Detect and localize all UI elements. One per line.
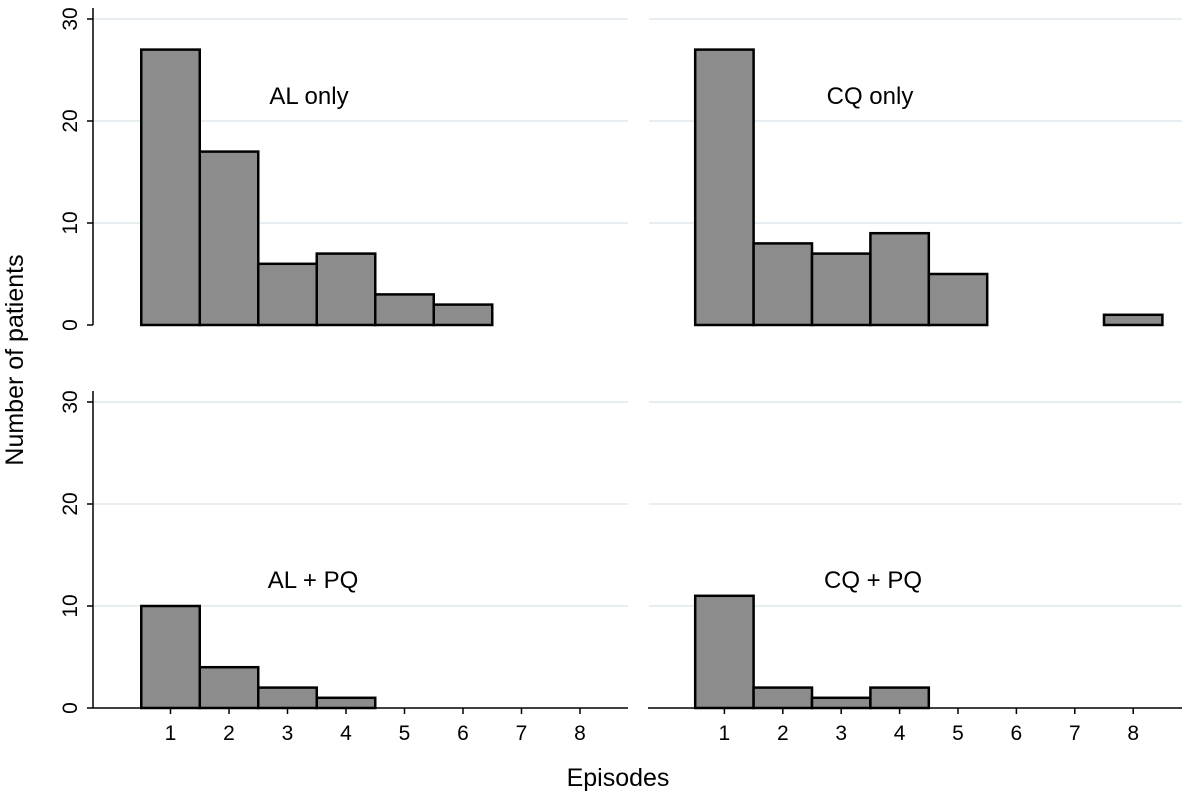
bar-al-only-6: [432, 303, 494, 327]
x-tick-label-5: 5: [399, 722, 411, 745]
bar-al-only-5: [374, 293, 435, 327]
x-tick-label-8: 8: [574, 722, 586, 745]
x-tick-label-2: 2: [777, 722, 789, 745]
bar-cq-only-1: [693, 48, 755, 327]
x-tick-label-3: 3: [835, 722, 847, 745]
x-tick-label-7: 7: [516, 722, 528, 745]
y-tick-label-30: 30: [59, 390, 82, 413]
x-tick-label-5: 5: [952, 722, 964, 745]
panel-al-pq: 0 10 20 30 1 2 3 4 5 6 7 8 AL + PQ: [59, 390, 628, 745]
bar-cq-only-8: [1102, 313, 1164, 327]
y-axis-title: Number of patients: [1, 254, 29, 465]
panel-label-cq-pq: CQ + PQ: [824, 567, 922, 594]
y-tick-label-20: 20: [59, 109, 82, 132]
panel-label-cq-only: CQ only: [827, 83, 914, 110]
bar-al-only-4: [315, 252, 377, 327]
panel-al-only: 0 10 20 30 AL only: [59, 7, 628, 331]
panel-label-al-only: AL only: [269, 83, 348, 110]
bar-al-only-2: [198, 150, 260, 327]
y-tick-label-10: 10: [59, 211, 82, 234]
x-tick-label-4: 4: [894, 722, 906, 745]
x-tick-label-3: 3: [282, 722, 294, 745]
x-tick-label-7: 7: [1069, 722, 1081, 745]
bar-al-pq-2: [198, 665, 260, 710]
bar-cq-only-3: [810, 252, 872, 327]
x-tick-label-1: 1: [719, 722, 731, 745]
bar-cq-only-5: [927, 272, 989, 327]
bar-cq-pq-2: [752, 686, 814, 710]
y-tick-label-20: 20: [59, 492, 82, 515]
y-tick-label-10: 10: [59, 594, 82, 617]
bar-al-pq-4: [315, 696, 377, 710]
bar-cq-only-4: [869, 231, 931, 327]
panel-label-al-pq: AL + PQ: [268, 567, 359, 594]
bar-al-only-1: [140, 48, 201, 327]
bar-cq-pq-4: [869, 686, 931, 710]
bar-cq-pq-1: [693, 594, 755, 710]
y-tick-label-0: 0: [59, 702, 82, 714]
panel-cq-pq: 1 2 3 4 5 6 7 8 CQ + PQ: [648, 401, 1182, 745]
bar-cq-only-2: [752, 242, 814, 327]
x-tick-label-6: 6: [457, 722, 469, 745]
bar-cq-pq-3: [810, 696, 872, 710]
bar-al-pq-3: [257, 686, 318, 710]
x-tick-label-1: 1: [165, 722, 177, 745]
x-tick-label-8: 8: [1127, 722, 1139, 745]
x-axis-title: Episodes: [567, 764, 670, 792]
y-tick-label-0: 0: [59, 319, 82, 331]
x-tick-label-2: 2: [223, 722, 235, 745]
panel-cq-only: CQ only: [649, 18, 1182, 327]
bar-al-only-3: [257, 262, 318, 327]
x-tick-label-6: 6: [1011, 722, 1023, 745]
bar-al-pq-1: [140, 604, 201, 710]
x-tick-label-4: 4: [340, 722, 352, 745]
y-tick-label-30: 30: [59, 7, 82, 30]
